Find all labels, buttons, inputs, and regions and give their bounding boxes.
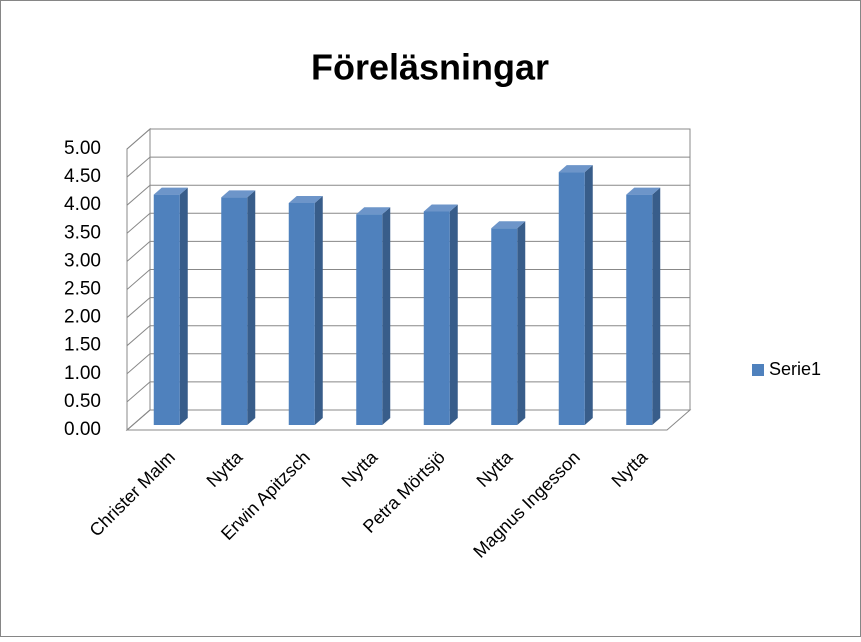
bar-side <box>247 190 256 425</box>
bar <box>423 204 458 425</box>
bar-top <box>153 187 188 195</box>
bar <box>221 190 256 425</box>
grid-line <box>126 184 690 206</box>
bar-front <box>423 211 450 425</box>
y-tick-label: 1.50 <box>64 335 101 356</box>
y-tick-label: 3.50 <box>64 222 101 243</box>
grid-line <box>126 156 690 178</box>
y-tick-label: 2.50 <box>64 279 101 300</box>
bar-top <box>558 165 593 173</box>
chart-title: Föreläsningar <box>311 47 549 88</box>
grid-line <box>126 128 690 150</box>
bar <box>288 196 323 425</box>
bar <box>558 165 593 425</box>
y-tick-label: 1.00 <box>64 363 101 384</box>
bar-side <box>584 165 593 425</box>
bar-front <box>153 194 180 425</box>
y-tick-label: 4.00 <box>64 194 101 215</box>
bar-top <box>626 187 661 195</box>
y-tick-label: 0.00 <box>64 419 101 440</box>
bar <box>153 187 188 425</box>
y-tick-label: 4.50 <box>64 166 101 187</box>
bar-top <box>356 207 391 215</box>
bar-top <box>288 196 323 204</box>
y-tick-label: 3.00 <box>64 250 101 271</box>
bar <box>356 207 391 425</box>
bar-side <box>179 187 188 425</box>
bar-top <box>423 204 458 212</box>
bar-side <box>382 207 391 425</box>
bar-front <box>221 197 248 425</box>
bar-side <box>449 204 458 425</box>
legend-label: Serie1 <box>769 359 821 379</box>
bar-side <box>314 196 323 425</box>
bar <box>626 187 661 425</box>
bar-side <box>652 187 661 425</box>
grid-line <box>126 212 690 234</box>
y-tick-label: 2.00 <box>64 307 101 328</box>
bar-side <box>517 221 526 425</box>
bar-front <box>288 203 315 425</box>
bar-front <box>356 214 383 425</box>
bar <box>491 221 526 425</box>
bar-top <box>491 221 526 229</box>
legend-swatch <box>752 364 764 376</box>
y-tick-label: 0.50 <box>64 391 101 412</box>
bar-front <box>491 228 518 425</box>
bar-top <box>221 190 256 198</box>
bar-front <box>558 172 585 425</box>
y-tick-label: 5.00 <box>64 138 101 159</box>
bar-front <box>626 194 653 425</box>
